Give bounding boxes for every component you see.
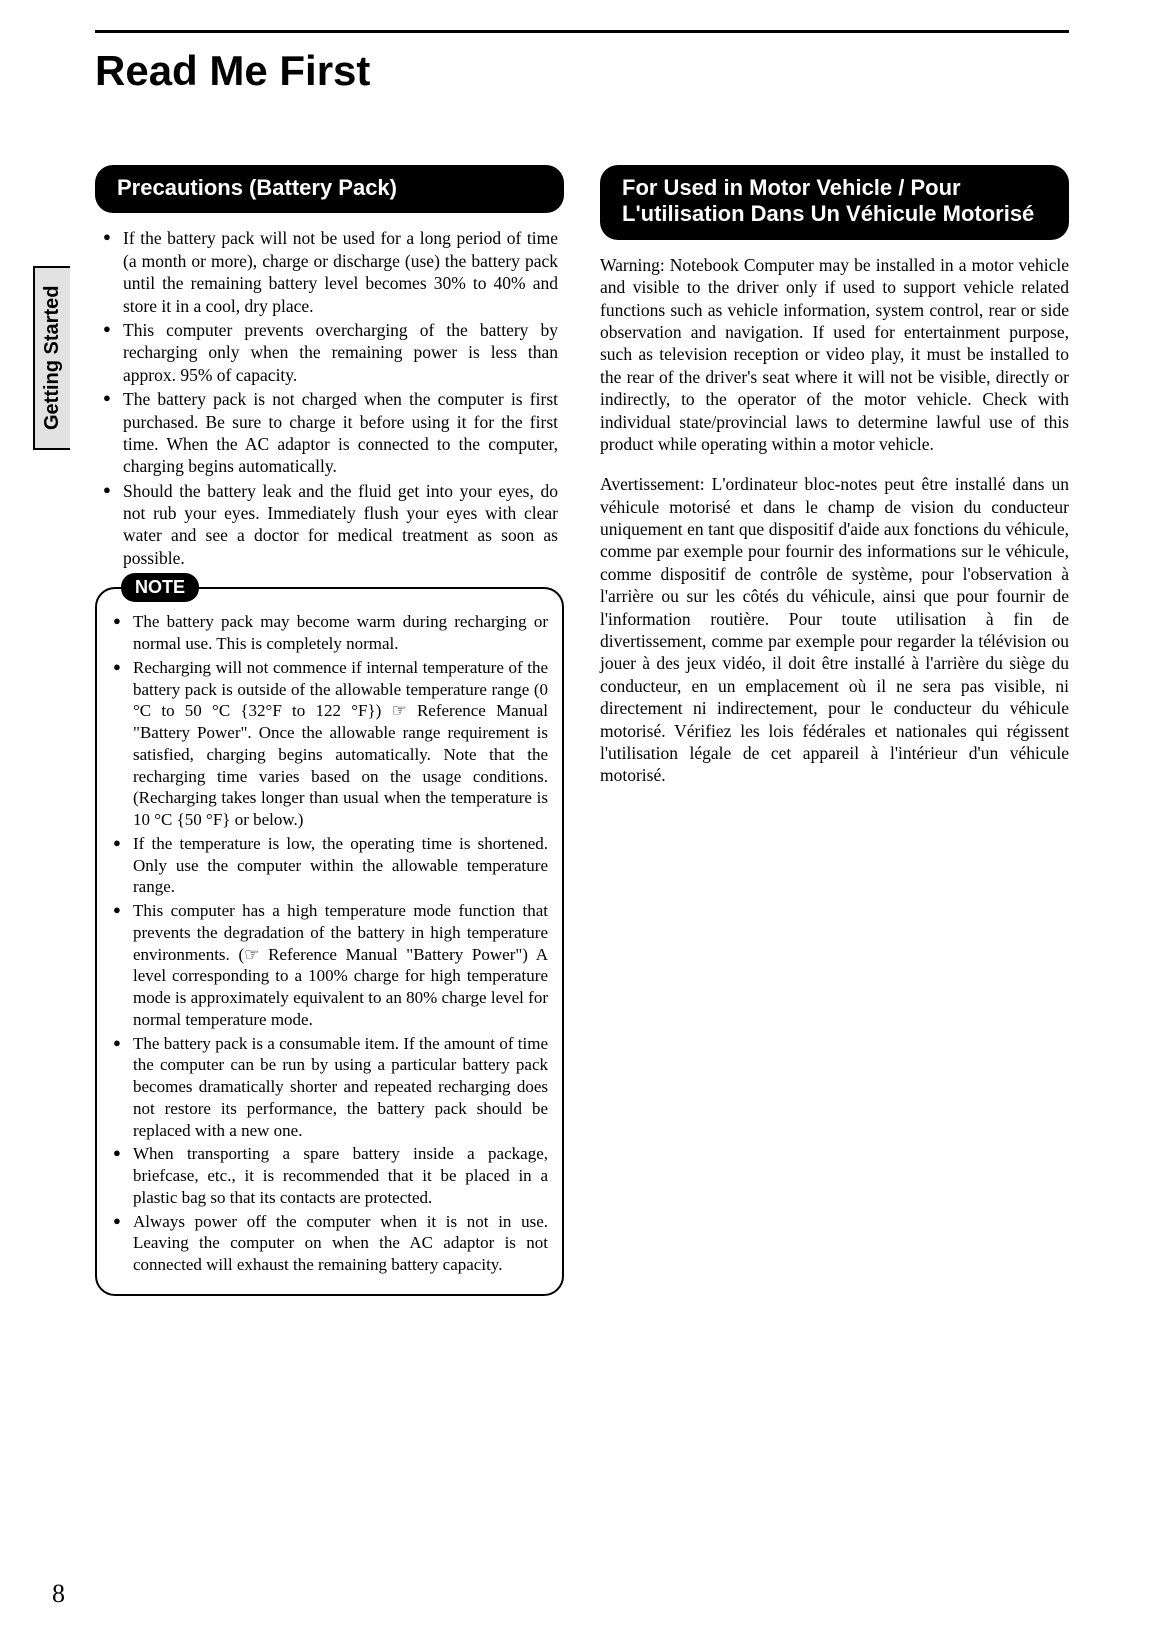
- page-title: Read Me First: [95, 47, 1069, 95]
- note-box: NOTE The battery pack may become warm du…: [95, 587, 564, 1296]
- list-item: The battery pack may become warm during …: [111, 611, 548, 655]
- list-item: If the battery pack will not be used for…: [101, 227, 558, 317]
- left-column: Precautions (Battery Pack) If the batter…: [95, 165, 564, 1296]
- page: Getting Started Read Me First Precaution…: [0, 0, 1164, 1633]
- note-label: NOTE: [121, 573, 199, 602]
- precautions-list: If the battery pack will not be used for…: [95, 227, 564, 569]
- page-number: 8: [52, 1579, 65, 1609]
- precautions-heading: Precautions (Battery Pack): [95, 165, 564, 213]
- list-item: The battery pack is a consumable item. I…: [111, 1033, 548, 1142]
- vehicle-warning-fr: Avertissement: L'ordinateur bloc-notes p…: [600, 473, 1069, 786]
- vehicle-warning-en: Warning: Notebook Computer may be instal…: [600, 254, 1069, 456]
- list-item: When transporting a spare battery inside…: [111, 1143, 548, 1208]
- list-item: This computer has a high temperature mod…: [111, 900, 548, 1031]
- header-rule: Read Me First: [95, 30, 1069, 95]
- two-column-layout: Precautions (Battery Pack) If the batter…: [95, 165, 1069, 1296]
- list-item: This computer prevents overcharging of t…: [101, 319, 558, 386]
- list-item: If the temperature is low, the operating…: [111, 833, 548, 898]
- side-tab-getting-started: Getting Started: [33, 266, 70, 450]
- list-item: The battery pack is not charged when the…: [101, 388, 558, 478]
- list-item: Always power off the computer when it is…: [111, 1211, 548, 1276]
- list-item: Should the battery leak and the fluid ge…: [101, 480, 558, 570]
- right-column: For Used in Motor Vehicle / Pour L'utili…: [600, 165, 1069, 1296]
- vehicle-heading: For Used in Motor Vehicle / Pour L'utili…: [600, 165, 1069, 240]
- note-list: The battery pack may become warm during …: [111, 611, 548, 1276]
- list-item: Recharging will not commence if internal…: [111, 657, 548, 831]
